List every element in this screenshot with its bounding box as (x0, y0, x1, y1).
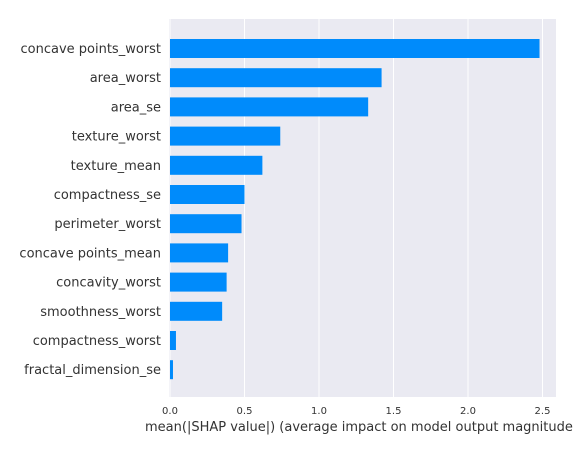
bar (170, 39, 540, 58)
x-axis-label: mean(|SHAP value|) (average impact on mo… (145, 420, 573, 435)
category-label: area_se (111, 100, 161, 115)
category-label: area_worst (90, 71, 161, 86)
bars (170, 39, 540, 380)
x-tick-label: 1.0 (311, 406, 327, 417)
category-label: fractal_dimension_se (24, 363, 161, 378)
bar (170, 214, 242, 234)
bar (170, 185, 245, 204)
bar (170, 331, 176, 350)
category-label: smoothness_worst (40, 305, 161, 320)
category-label: compactness_worst (33, 334, 161, 349)
category-label: concave points_mean (19, 246, 161, 261)
category-label: concave points_worst (20, 42, 161, 57)
bar (170, 68, 382, 88)
x-tick-label: 1.5 (386, 406, 402, 417)
bar (170, 97, 369, 117)
x-tick-label: 0.0 (162, 406, 178, 417)
bar (170, 243, 229, 263)
bar (170, 360, 173, 380)
bar (170, 126, 281, 146)
x-tick-label: 2.5 (535, 406, 551, 417)
category-label: texture_mean (71, 159, 161, 174)
bar (170, 301, 223, 321)
x-tick-label: 0.5 (237, 406, 253, 417)
category-label: perimeter_worst (54, 217, 161, 232)
bar (170, 272, 227, 292)
category-labels: concave points_worst area_worst area_setex… (19, 42, 161, 378)
category-label: texture_worst (72, 130, 161, 145)
category-label: compactness_se (54, 188, 161, 203)
bar (170, 155, 263, 175)
x-tick-label: 2.0 (460, 406, 476, 417)
x-tick-labels: 0.0 0.5 1.0 1.5 2.0 2.5 (162, 406, 550, 417)
category-label: concavity_worst (56, 276, 161, 291)
